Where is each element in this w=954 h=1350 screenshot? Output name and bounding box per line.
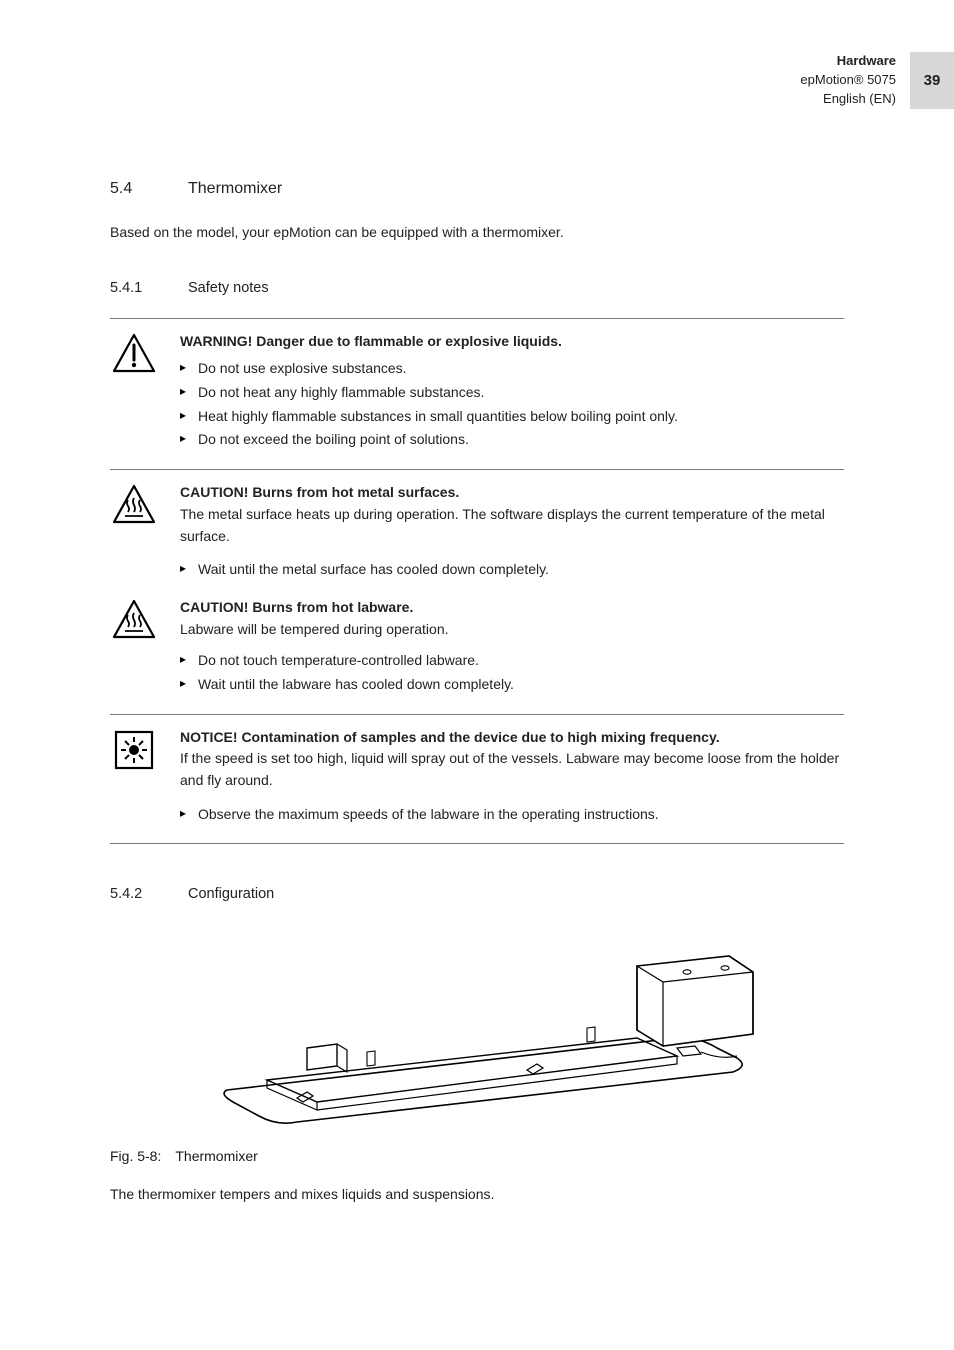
warning-exclamation-icon	[110, 331, 158, 453]
list-item: Do not use explosive substances.	[180, 358, 844, 380]
subsection-heading: 5.4.1 Safety notes	[110, 280, 844, 296]
subsection-number: 5.4.1	[110, 280, 158, 296]
notice-splash-icon	[110, 727, 158, 828]
warning-body: WARNING! Danger due to flammable or expl…	[180, 331, 844, 453]
subsection-heading: 5.4.2 Configuration	[110, 886, 844, 902]
content: 5.4 Thermomixer Based on the model, your…	[110, 50, 844, 1206]
notice-para: If the speed is set too high, liquid wil…	[180, 748, 844, 791]
notice-body: NOTICE! Contamination of samples and the…	[180, 727, 844, 828]
page-header: Hardware epMotion® 5075 English (EN) 39	[800, 52, 954, 109]
caution-heading: CAUTION! Burns from hot labware.	[180, 597, 844, 619]
list-item: Do not heat any highly flammable substan…	[180, 382, 844, 404]
caution-para: Labware will be tempered during operatio…	[180, 619, 844, 641]
caution-list: Wait until the metal surface has cooled …	[180, 559, 844, 581]
list-item: Do not touch temperature-controlled labw…	[180, 650, 844, 672]
warning-list: Do not use explosive substances. Do not …	[180, 358, 844, 451]
list-item: Wait until the metal surface has cooled …	[180, 559, 844, 581]
divider	[110, 843, 844, 844]
page: Hardware epMotion® 5075 English (EN) 39 …	[0, 0, 954, 1350]
warning-box: WARNING! Danger due to flammable or expl…	[110, 331, 844, 453]
notice-box: NOTICE! Contamination of samples and the…	[110, 727, 844, 828]
caution-para: The metal surface heats up during operat…	[180, 504, 844, 547]
divider	[110, 469, 844, 470]
notice-heading: NOTICE! Contamination of samples and the…	[180, 727, 844, 749]
header-line-2: epMotion® 5075	[800, 71, 896, 90]
caution-body: CAUTION! Burns from hot labware. Labware…	[180, 597, 844, 698]
list-item: Heat highly flammable substances in smal…	[180, 406, 844, 428]
header-text: Hardware epMotion® 5075 English (EN)	[800, 52, 910, 109]
caution-box: CAUTION! Burns from hot metal surfaces. …	[110, 482, 844, 583]
caution-box: CAUTION! Burns from hot labware. Labware…	[110, 597, 844, 698]
header-line-1: Hardware	[800, 52, 896, 71]
subsection-number: 5.4.2	[110, 886, 158, 902]
divider	[110, 714, 844, 715]
page-number-box: 39	[910, 52, 954, 109]
section-intro: Based on the model, your epMotion can be…	[110, 222, 844, 244]
list-item: Do not exceed the boiling point of solut…	[180, 429, 844, 451]
figure-footer-para: The thermomixer tempers and mixes liquid…	[110, 1184, 844, 1206]
subsection-title: Configuration	[188, 886, 274, 902]
warning-hot-icon	[110, 597, 158, 698]
caution-heading: CAUTION! Burns from hot metal surfaces.	[180, 482, 844, 504]
thermomixer-illustration	[117, 930, 837, 1130]
warning-hot-icon	[110, 482, 158, 583]
list-item: Wait until the labware has cooled down c…	[180, 674, 844, 696]
list-item: Observe the maximum speeds of the labwar…	[180, 804, 844, 826]
subsection-title: Safety notes	[188, 280, 269, 296]
header-line-3: English (EN)	[800, 90, 896, 109]
section-heading: 5.4 Thermomixer	[110, 180, 844, 198]
figure-text: Thermomixer	[175, 1148, 257, 1164]
caution-list: Do not touch temperature-controlled labw…	[180, 650, 844, 695]
warning-heading: WARNING! Danger due to flammable or expl…	[180, 331, 844, 353]
figure-caption: Fig. 5-8: Thermomixer	[110, 1148, 844, 1164]
section-number: 5.4	[110, 180, 158, 198]
notice-list: Observe the maximum speeds of the labwar…	[180, 804, 844, 826]
figure	[110, 930, 844, 1130]
divider	[110, 318, 844, 319]
figure-label: Fig. 5-8:	[110, 1148, 161, 1164]
section-title: Thermomixer	[188, 180, 282, 198]
page-number: 39	[924, 72, 941, 89]
caution-body: CAUTION! Burns from hot metal surfaces. …	[180, 482, 844, 583]
